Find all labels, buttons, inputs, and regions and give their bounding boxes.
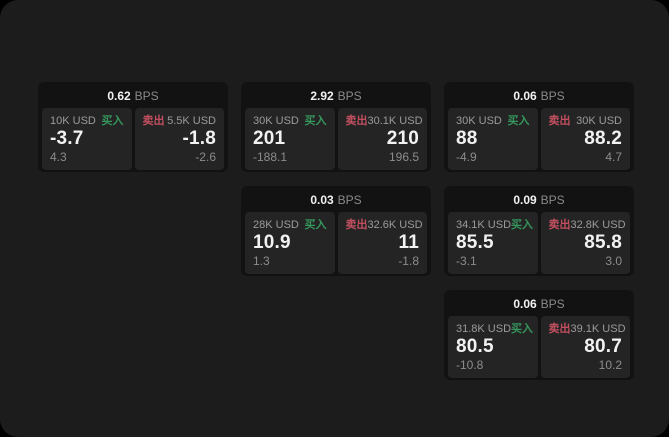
sell-panel[interactable]: 卖出 30.1K USD 210 196.5 [337,108,427,170]
sell-main-value: 11 [398,232,419,253]
bps-unit-label: BPS [540,193,565,207]
sell-side-label: 卖出 [345,219,368,231]
bps-value: 2.92 [310,89,334,103]
buy-sub-value: 4.3 [50,150,67,164]
sell-main-value: 88.2 [584,128,622,149]
bps-unit-label: BPS [337,89,362,103]
buy-sub-value: 1.3 [253,254,270,268]
buy-panel[interactable]: 30K USD 买入 88 -4.9 [448,108,538,170]
buy-sub-value: -10.8 [456,358,484,372]
sell-sub-value: -1.8 [398,254,419,268]
bps-value: 0.62 [107,89,131,103]
buy-panel[interactable]: 10K USD 买入 -3.7 4.3 [42,108,132,170]
buy-sub-value: -3.1 [456,254,477,268]
bps-header: 0.09 BPS [448,190,630,210]
buy-side-label: 买入 [511,323,534,335]
sell-amount-label: 39.1K USD [570,323,626,335]
sell-side-label: 卖出 [142,115,165,127]
sell-main-value: -1.8 [182,128,216,149]
sell-panel[interactable]: 卖出 32.8K USD 85.8 3.0 [540,212,630,274]
sell-sub-value: 4.7 [605,150,622,164]
buy-panel[interactable]: 31.8K USD 买入 80.5 -10.8 [448,316,538,378]
sell-amount-label: 32.6K USD [367,219,423,231]
bps-header: 2.92 BPS [245,86,427,106]
bps-value: 0.06 [513,89,537,103]
quote-card-4: 0.03 BPS 28K USD 买入 10.9 1.3 卖出 32.6K US… [241,186,431,276]
buy-side-label: 买入 [101,115,124,127]
bps-value: 0.09 [513,193,537,207]
buy-main-value: 85.5 [456,232,494,253]
buy-panel[interactable]: 28K USD 买入 10.9 1.3 [245,212,335,274]
bps-value: 0.03 [310,193,334,207]
buy-panel[interactable]: 34.1K USD 买入 85.5 -3.1 [448,212,538,274]
bps-unit-label: BPS [134,89,159,103]
buy-amount-label: 34.1K USD [456,219,512,231]
quote-cards-grid: 0.62 BPS 10K USD 买入 -3.7 4.3 卖出 5.5K USD [38,82,634,380]
buy-amount-label: 31.8K USD [456,323,512,335]
buy-main-value: 201 [253,128,286,149]
buy-sub-value: -188.1 [253,150,288,164]
bps-value: 0.06 [513,297,537,311]
buy-side-label: 买入 [511,219,534,231]
sell-panel[interactable]: 卖出 32.6K USD 11 -1.8 [337,212,427,274]
quote-card-3: 0.06 BPS 30K USD 买入 88 -4.9 卖出 30K USD [444,82,634,172]
buy-main-value: 80.5 [456,336,494,357]
buy-amount-label: 30K USD [253,115,299,127]
sell-panel[interactable]: 卖出 39.1K USD 80.7 10.2 [540,316,630,378]
sell-side-label: 卖出 [548,115,571,127]
sell-amount-label: 30K USD [576,115,622,127]
buy-panel[interactable]: 30K USD 买入 201 -188.1 [245,108,335,170]
sell-panel[interactable]: 卖出 5.5K USD -1.8 -2.6 [134,108,224,170]
bps-header: 0.03 BPS [245,190,427,210]
sell-panel[interactable]: 卖出 30K USD 88.2 4.7 [540,108,630,170]
bps-unit-label: BPS [337,193,362,207]
sell-sub-value: -2.6 [195,150,216,164]
quote-card-1: 0.62 BPS 10K USD 买入 -3.7 4.3 卖出 5.5K USD [38,82,228,172]
quote-card-5: 0.09 BPS 34.1K USD 买入 85.5 -3.1 卖出 32.8K… [444,186,634,276]
sell-main-value: 210 [386,128,419,149]
bps-unit-label: BPS [540,89,565,103]
buy-amount-label: 28K USD [253,219,299,231]
sell-main-value: 85.8 [584,232,622,253]
buy-main-value: 10.9 [253,232,291,253]
buy-main-value: -3.7 [50,128,84,149]
sell-sub-value: 196.5 [388,150,419,164]
buy-sub-value: -4.9 [456,150,477,164]
sell-side-label: 卖出 [548,323,571,335]
buy-amount-label: 30K USD [456,115,502,127]
quote-card-2: 2.92 BPS 30K USD 买入 201 -188.1 卖出 30.1K … [241,82,431,172]
buy-side-label: 买入 [304,219,327,231]
sell-side-label: 卖出 [345,115,368,127]
sell-amount-label: 32.8K USD [570,219,626,231]
sell-sub-value: 3.0 [605,254,622,268]
sell-amount-label: 5.5K USD [167,115,216,127]
bps-unit-label: BPS [540,297,565,311]
bps-header: 0.62 BPS [42,86,224,106]
buy-side-label: 买入 [304,115,327,127]
sell-main-value: 80.7 [584,336,622,357]
buy-amount-label: 10K USD [50,115,96,127]
sell-sub-value: 10.2 [598,358,622,372]
bps-header: 0.06 BPS [448,294,630,314]
sell-amount-label: 30.1K USD [367,115,423,127]
bps-header: 0.06 BPS [448,86,630,106]
buy-main-value: 88 [456,128,478,149]
buy-side-label: 买入 [507,115,530,127]
sell-side-label: 卖出 [548,219,571,231]
quote-card-6: 0.06 BPS 31.8K USD 买入 80.5 -10.8 卖出 39.1… [444,290,634,380]
